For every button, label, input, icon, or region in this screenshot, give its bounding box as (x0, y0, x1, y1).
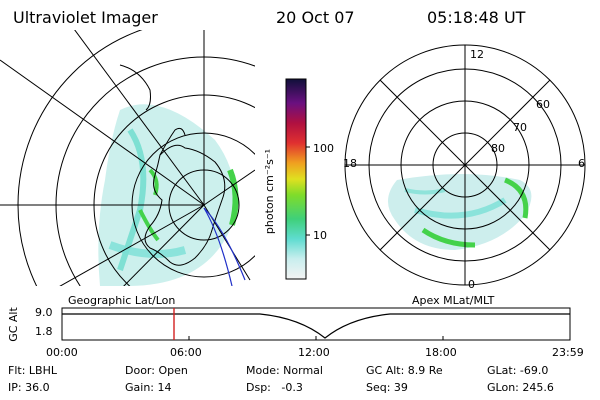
lat-label-80: 80 (491, 142, 505, 155)
mlt-label-0: 0 (468, 278, 475, 291)
xtick-2359: 23:59 (552, 346, 584, 359)
instrument-title: Ultraviolet Imager (13, 8, 158, 27)
geographic-map (0, 30, 255, 286)
xtick-0000: 00:00 (46, 346, 78, 359)
lat-label-70: 70 (513, 121, 527, 134)
mlt-label-6: 6 (578, 157, 585, 170)
xtick-0600: 06:00 (170, 346, 202, 359)
polar-plot (344, 44, 586, 286)
info-mode: Mode: Normal (246, 364, 323, 377)
mlt-label-18: 18 (343, 157, 357, 170)
info-glat: GLat: -69.0 (487, 364, 549, 377)
colorbar-label: photon cm⁻²s⁻¹ (263, 148, 277, 235)
mlt-label-12: 12 (470, 48, 484, 61)
info-gc-alt: GC Alt: 8.9 Re (366, 364, 443, 377)
time-label: 05:18:48 UT (427, 8, 526, 27)
xtick-1200: 12:00 (298, 346, 330, 359)
altitude-plot (61, 307, 571, 341)
date-label: 20 Oct 07 (276, 8, 355, 27)
altitude-ytick-bottom: 1.8 (35, 325, 53, 338)
info-filter: Flt: LBHL (8, 364, 57, 377)
geo-grid (0, 30, 255, 286)
colorbar (285, 78, 310, 280)
altitude-ylabel: GC Alt (6, 307, 20, 342)
info-dsp: Dsp: -0.3 (246, 381, 303, 394)
info-glon: GLon: 245.6 (487, 381, 554, 394)
info-ip: IP: 36.0 (8, 381, 50, 394)
apex-label: Apex MLat/MLT (412, 294, 495, 307)
xtick-1800: 18:00 (425, 346, 457, 359)
altitude-ytick-top: 9.0 (35, 306, 53, 319)
colorbar-tick-100: 100 (313, 142, 334, 155)
info-gain: Gain: 14 (125, 381, 172, 394)
info-door: Door: Open (125, 364, 188, 377)
colorbar-tick-10: 10 (313, 229, 327, 242)
info-seq: Seq: 39 (366, 381, 408, 394)
lat-label-60: 60 (536, 98, 550, 111)
geographic-label: Geographic Lat/Lon (68, 294, 176, 307)
